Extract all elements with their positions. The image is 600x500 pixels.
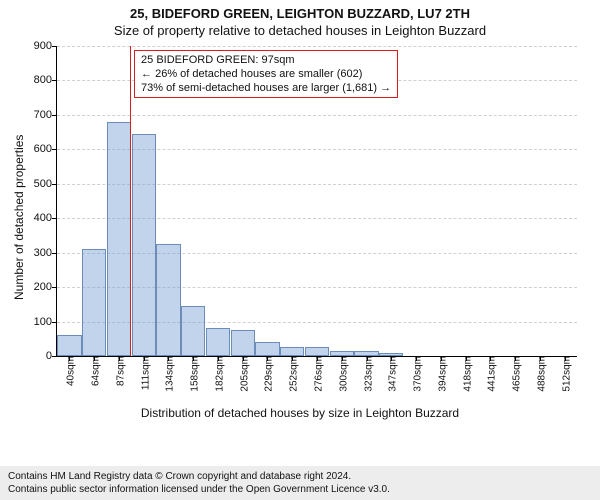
footer-attribution: Contains HM Land Registry data © Crown c… <box>0 466 600 500</box>
histogram-bar <box>305 347 329 356</box>
x-tick-label: 158sqm <box>186 356 201 392</box>
histogram-bar <box>156 244 180 356</box>
histogram-bar <box>206 328 230 356</box>
x-tick-label: 205sqm <box>235 356 250 392</box>
x-tick-label: 418sqm <box>458 356 473 392</box>
x-tick-label: 182sqm <box>210 356 225 392</box>
histogram-bar <box>181 306 205 356</box>
histogram-bar <box>132 134 156 356</box>
chart-container: Number of detached properties 0100200300… <box>0 40 600 430</box>
y-tick-label: 800 <box>34 74 57 86</box>
y-tick-label: 600 <box>34 143 57 155</box>
y-tick-label: 0 <box>46 350 57 362</box>
x-tick-label: 465sqm <box>508 356 523 392</box>
x-tick-label: 252sqm <box>285 356 300 392</box>
reference-line <box>130 46 131 356</box>
x-tick-label: 111sqm <box>136 356 151 390</box>
x-tick-label: 64sqm <box>87 356 102 386</box>
y-tick-label: 100 <box>34 316 57 328</box>
x-tick-label: 323sqm <box>359 356 374 392</box>
histogram-bar <box>280 347 304 356</box>
gridline <box>57 115 577 116</box>
y-tick-label: 300 <box>34 247 57 259</box>
x-tick-label: 370sqm <box>409 356 424 392</box>
footer-line-2: Contains public sector information licen… <box>8 483 592 496</box>
x-tick-label: 488sqm <box>532 356 547 392</box>
chart-title-main: 25, BIDEFORD GREEN, LEIGHTON BUZZARD, LU… <box>0 0 600 21</box>
y-tick-label: 700 <box>34 109 57 121</box>
histogram-bar <box>57 335 81 356</box>
x-tick-label: 300sqm <box>334 356 349 392</box>
x-tick-label: 40sqm <box>62 356 77 386</box>
x-tick-label: 512sqm <box>557 356 572 392</box>
y-tick-label: 500 <box>34 178 57 190</box>
gridline <box>57 46 577 47</box>
x-tick-label: 229sqm <box>260 356 275 392</box>
x-tick-label: 134sqm <box>161 356 176 392</box>
y-tick-label: 400 <box>34 212 57 224</box>
chart-title-sub: Size of property relative to detached ho… <box>0 21 600 38</box>
footer-line-1: Contains HM Land Registry data © Crown c… <box>8 470 592 483</box>
histogram-bar <box>82 249 106 356</box>
callout-line: 73% of semi-detached houses are larger (… <box>141 81 391 95</box>
x-tick-label: 441sqm <box>483 356 498 392</box>
y-axis-label: Number of detached properties <box>12 135 26 300</box>
callout-box: 25 BIDEFORD GREEN: 97sqm← 26% of detache… <box>134 50 398 98</box>
plot-area: 010020030040050060070080090040sqm64sqm87… <box>56 46 577 357</box>
histogram-bar <box>107 122 131 356</box>
callout-line: 25 BIDEFORD GREEN: 97sqm <box>141 53 391 67</box>
x-tick-label: 87sqm <box>111 356 126 386</box>
y-tick-label: 200 <box>34 281 57 293</box>
callout-line: ← 26% of detached houses are smaller (60… <box>141 67 391 81</box>
y-tick-label: 900 <box>34 40 57 52</box>
histogram-bar <box>231 330 255 356</box>
x-axis-label: Distribution of detached houses by size … <box>0 406 600 420</box>
x-tick-label: 347sqm <box>384 356 399 392</box>
histogram-bar <box>255 342 279 356</box>
x-tick-label: 276sqm <box>310 356 325 392</box>
x-tick-label: 394sqm <box>433 356 448 392</box>
